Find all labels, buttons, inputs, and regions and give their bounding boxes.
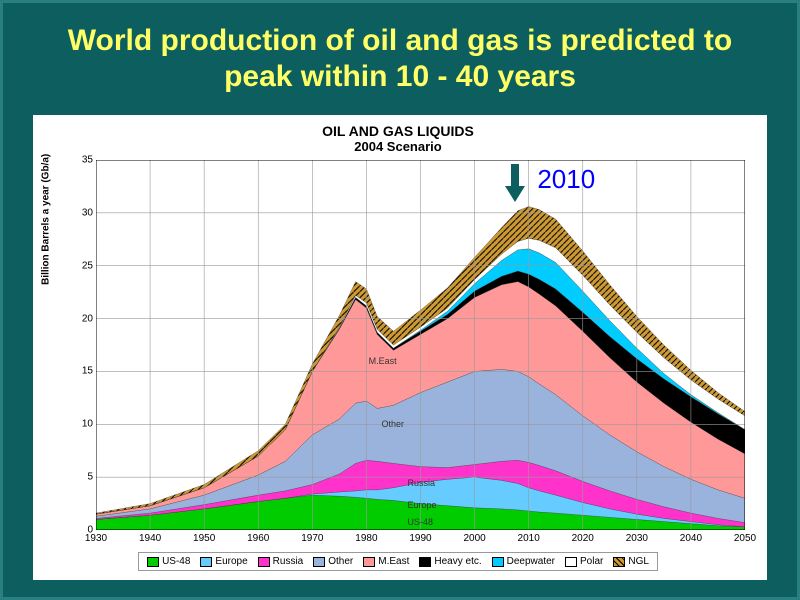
peak-arrow-icon bbox=[505, 164, 525, 209]
y-tick-label: 25 bbox=[68, 260, 93, 271]
x-tick-label: 1950 bbox=[193, 533, 215, 544]
legend-swatch-icon bbox=[258, 557, 270, 567]
legend-label: Heavy etc. bbox=[434, 556, 481, 567]
x-tick-label: 2040 bbox=[680, 533, 702, 544]
legend-item: Other bbox=[313, 556, 353, 567]
chart-title: OIL AND GAS LIQUIDS bbox=[41, 123, 755, 139]
plot-region: Billion Barrels a year (Gb/a) 0510152025… bbox=[96, 160, 745, 530]
legend-swatch-icon bbox=[313, 557, 325, 567]
peak-year-annotation: 2010 bbox=[537, 164, 595, 195]
legend: US-48 Europe Russia Other M.East Heavy etc. De… bbox=[138, 552, 658, 571]
series-inline-label: US-48 bbox=[408, 517, 434, 527]
legend-item: NGL bbox=[613, 556, 649, 567]
legend-label: NGL bbox=[628, 556, 649, 567]
x-tick-label: 2010 bbox=[518, 533, 540, 544]
legend-item: Heavy etc. bbox=[419, 556, 481, 567]
legend-label: Russia bbox=[273, 556, 304, 567]
x-tick-label: 2020 bbox=[572, 533, 594, 544]
y-tick-label: 20 bbox=[68, 313, 93, 324]
stacked-area-chart bbox=[96, 160, 745, 530]
x-tick-label: 1960 bbox=[247, 533, 269, 544]
x-ticks: 1930194019501960197019801990200020102020… bbox=[96, 533, 745, 548]
x-tick-label: 2050 bbox=[734, 533, 756, 544]
x-tick-label: 1930 bbox=[85, 533, 107, 544]
legend-label: M.East bbox=[378, 556, 409, 567]
x-tick-label: 1980 bbox=[355, 533, 377, 544]
series-inline-label: Russia bbox=[408, 478, 436, 488]
y-tick-label: 35 bbox=[68, 155, 93, 166]
legend-label: Deepwater bbox=[507, 556, 555, 567]
legend-swatch-icon bbox=[613, 557, 625, 567]
x-tick-label: 1940 bbox=[139, 533, 161, 544]
legend-item: Deepwater bbox=[492, 556, 555, 567]
y-tick-label: 10 bbox=[68, 419, 93, 430]
legend-label: US-48 bbox=[162, 556, 190, 567]
legend-swatch-icon bbox=[565, 557, 577, 567]
legend-label: Polar bbox=[580, 556, 603, 567]
legend-swatch-icon bbox=[419, 557, 431, 567]
legend-item: US-48 bbox=[147, 556, 190, 567]
x-tick-label: 1970 bbox=[301, 533, 323, 544]
chart-subtitle: 2004 Scenario bbox=[41, 139, 755, 154]
legend-swatch-icon bbox=[492, 557, 504, 567]
series-inline-label: Other bbox=[382, 419, 405, 429]
legend-label: Europe bbox=[215, 556, 247, 567]
legend-item: Russia bbox=[258, 556, 304, 567]
legend-swatch-icon bbox=[147, 557, 159, 567]
x-tick-label: 2030 bbox=[626, 533, 648, 544]
slide-title: World production of oil and gas is predi… bbox=[3, 3, 797, 105]
x-tick-label: 2000 bbox=[463, 533, 485, 544]
legend-label: Other bbox=[328, 556, 353, 567]
y-tick-label: 30 bbox=[68, 207, 93, 218]
legend-item: Polar bbox=[565, 556, 603, 567]
legend-swatch-icon bbox=[200, 557, 212, 567]
y-axis-label: Billion Barrels a year (Gb/a) bbox=[41, 154, 52, 285]
legend-swatch-icon bbox=[363, 557, 375, 567]
series-inline-label: Europe bbox=[408, 500, 437, 510]
chart-container: OIL AND GAS LIQUIDS 2004 Scenario Billio… bbox=[33, 115, 767, 580]
y-tick-label: 15 bbox=[68, 366, 93, 377]
legend-item: Europe bbox=[200, 556, 247, 567]
x-tick-label: 1990 bbox=[409, 533, 431, 544]
y-tick-label: 5 bbox=[68, 472, 93, 483]
legend-item: M.East bbox=[363, 556, 409, 567]
y-ticks: 05101520253035 bbox=[68, 160, 93, 530]
series-inline-label: M.East bbox=[369, 356, 397, 366]
